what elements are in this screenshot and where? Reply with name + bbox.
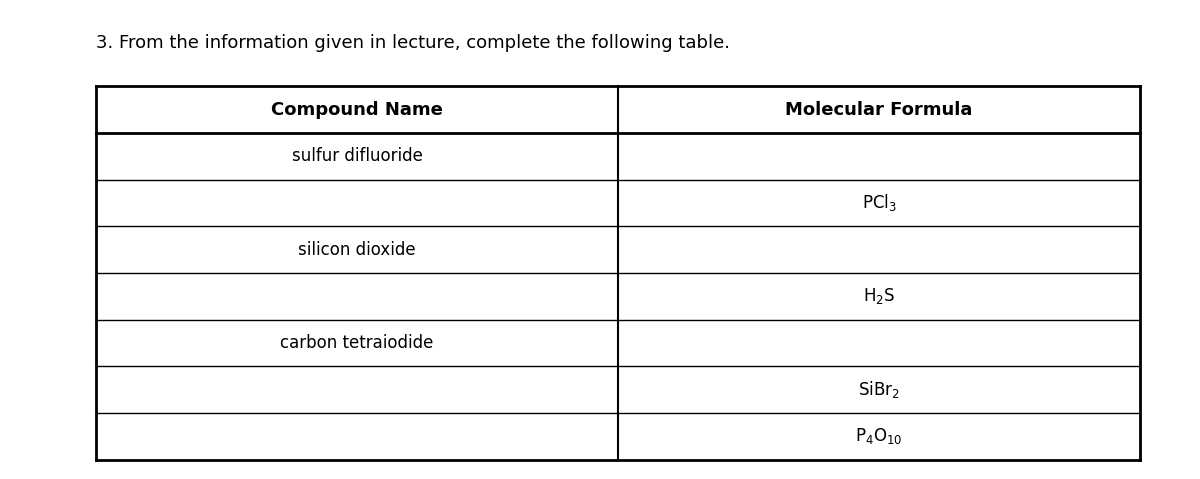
Text: silicon dioxide: silicon dioxide (298, 240, 416, 259)
Text: Molecular Formula: Molecular Formula (785, 101, 973, 119)
Text: 3. From the information given in lecture, complete the following table.: 3. From the information given in lecture… (96, 34, 730, 52)
Text: H$_2$S: H$_2$S (863, 286, 895, 307)
Text: Compound Name: Compound Name (271, 101, 443, 119)
Text: SiBr$_2$: SiBr$_2$ (858, 379, 900, 400)
Text: carbon tetraiodide: carbon tetraiodide (281, 334, 433, 352)
Text: PCl$_3$: PCl$_3$ (862, 193, 896, 214)
Text: sulfur difluoride: sulfur difluoride (292, 147, 422, 165)
Text: P$_4$O$_{10}$: P$_4$O$_{10}$ (856, 426, 902, 446)
